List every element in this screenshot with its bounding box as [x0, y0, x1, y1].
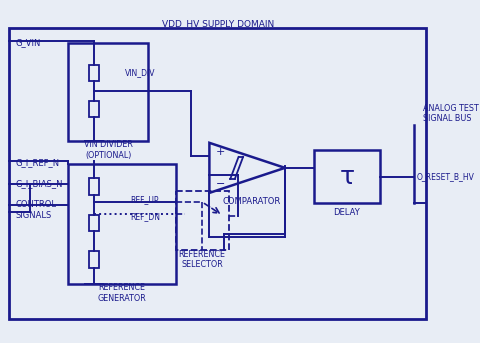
Bar — [89, 251, 99, 268]
Text: VDD_HV SUPPLY DOMAIN: VDD_HV SUPPLY DOMAIN — [162, 19, 275, 28]
Text: REFERENCE
GENERATOR: REFERENCE GENERATOR — [97, 283, 146, 303]
Text: VIN_DIV: VIN_DIV — [125, 68, 155, 77]
Text: +: + — [216, 147, 225, 157]
Bar — [68, 43, 148, 141]
Bar — [68, 164, 176, 284]
Text: VIN DIVIDER
(OPTIONAL): VIN DIVIDER (OPTIONAL) — [84, 140, 133, 160]
Text: G_VIN: G_VIN — [15, 38, 41, 47]
Text: O_RESET_B_HV: O_RESET_B_HV — [417, 172, 475, 181]
Text: CONTROL
SIGNALS: CONTROL SIGNALS — [15, 201, 57, 220]
Bar — [89, 178, 99, 195]
Bar — [89, 64, 99, 81]
Bar — [176, 191, 228, 250]
Text: DELAY: DELAY — [334, 208, 360, 216]
Text: ANALOG TEST
SIGNAL BUS: ANALOG TEST SIGNAL BUS — [423, 104, 479, 123]
Bar — [89, 215, 99, 231]
Text: τ: τ — [339, 165, 354, 189]
Text: REFERENCE
SELECTOR: REFERENCE SELECTOR — [179, 250, 226, 269]
Text: −: − — [216, 179, 225, 189]
Bar — [314, 150, 380, 203]
Text: REF_UP: REF_UP — [130, 195, 159, 204]
Bar — [89, 101, 99, 117]
Text: COMPARATOR: COMPARATOR — [223, 198, 281, 206]
Text: REF_DN: REF_DN — [130, 212, 160, 221]
Text: G_I_BIAS_N: G_I_BIAS_N — [15, 179, 63, 188]
Text: G_I_REF_N: G_I_REF_N — [15, 158, 60, 167]
